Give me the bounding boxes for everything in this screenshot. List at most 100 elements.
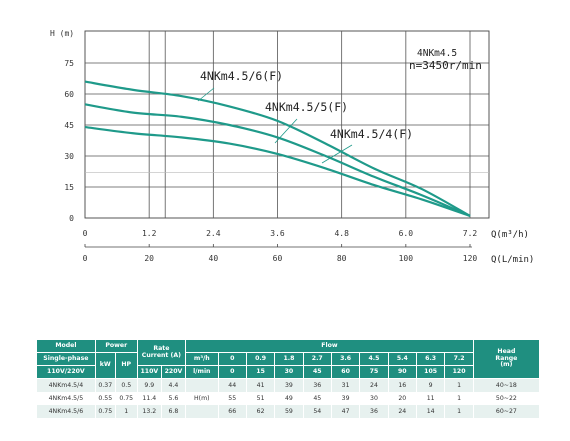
labels: 4NKm4.5/6(F) 4NKm4.5/5(F) 4NKm4.5/4(F) — [197, 69, 413, 164]
series-line — [84, 125, 471, 217]
flow-m3h-cell: 0.9 — [245, 352, 276, 366]
flow-m3h-cell: 3.6 — [330, 352, 361, 366]
series-line — [84, 80, 471, 217]
flow-lmin-cell: 60 — [330, 365, 361, 379]
head-cell: 59 — [274, 405, 304, 418]
hp-cell: 0.5 — [114, 378, 138, 392]
series-leader-line — [274, 118, 298, 144]
head-cell: 14 — [415, 405, 446, 418]
y-tick-label: 75 — [64, 59, 74, 68]
flow-m3h-cell: 2.7 — [302, 352, 332, 366]
hm-cell — [185, 405, 219, 418]
x-tick-label: 6.0 — [399, 229, 414, 238]
head-cell: 16 — [387, 378, 417, 392]
y-tick-label: 45 — [64, 121, 74, 130]
x2-axis-label: Q(L/min) — [491, 255, 534, 265]
flow-m3h-cell: 4.5 — [359, 352, 389, 366]
header-m3h: m³/h — [185, 352, 219, 366]
series — [84, 80, 471, 217]
header-110v: 110V — [136, 365, 162, 379]
hp-cell: 0.75 — [114, 392, 138, 405]
series-leader-line — [321, 144, 353, 164]
header-power: Power — [94, 339, 138, 353]
pump-performance-chart: 0 15 30 45 60 75 0 1.2 2.4 3.6 4.8 6.0 7.2 0 20 40 60 80 1… — [50, 29, 534, 265]
axes: 0 15 30 45 60 75 0 1.2 2.4 3.6 4.8 6.0 7.2 0 20 40 60 80 1… — [64, 59, 477, 263]
spec-table-container: Model Power Rate Current (A) Flow Head R… — [36, 339, 541, 418]
flow-lmin-cell: 0 — [217, 365, 247, 379]
x2-tick-label: 60 — [273, 254, 283, 263]
x2-tick-label: 40 — [209, 254, 219, 263]
flow-m3h-cell: 5.4 — [387, 352, 417, 366]
head-cell: 47 — [330, 405, 361, 418]
series-label: 4NKm4.5/4(F) — [330, 127, 413, 141]
header-head-range: Head Range (m) — [472, 339, 541, 379]
x-tick-label: 0 — [83, 229, 88, 238]
y-tick-label: 60 — [64, 90, 74, 99]
head-cell: 1 — [444, 392, 474, 405]
x2-tick-label: 120 — [463, 254, 478, 263]
x2-tick-label: 80 — [337, 254, 347, 263]
head-cell: 30 — [359, 392, 389, 405]
current-110v-cell: 11.4 — [136, 392, 162, 405]
series-label: 4NKm4.5/6(F) — [200, 69, 283, 83]
header-hp: HP — [114, 352, 138, 379]
y-tick-label: 15 — [64, 183, 74, 192]
annotation-speed: n=3450r/min — [409, 59, 482, 72]
header-flow: Flow — [185, 339, 474, 353]
flow-lmin-cell: 90 — [387, 365, 417, 379]
hm-cell — [185, 378, 219, 392]
flow-m3h-cell: 0 — [217, 352, 247, 366]
model-cell: 4NKm4.5/4 — [36, 378, 96, 392]
hp-cell: 1 — [114, 405, 138, 418]
flow-m3h-cell: 1.8 — [274, 352, 304, 366]
x-tick-label: 7.2 — [463, 229, 478, 238]
head-range-cell: 60~27 — [472, 405, 541, 418]
head-range-cell: 50~22 — [472, 392, 541, 405]
head-cell: 55 — [217, 392, 247, 405]
header-model: Model — [36, 339, 96, 353]
x-tick-label: 4.8 — [334, 229, 349, 238]
head-cell: 45 — [302, 392, 332, 405]
table-header-row-2: Single-phase kW HP m³/h 0 0.9 1.8 2.7 3.… — [36, 352, 540, 379]
table-row: 4NKm4.5/4 0.37 0.5 9.9 4.4 44 41 39 36 3… — [36, 378, 541, 392]
head-cell: 41 — [245, 378, 276, 392]
table-header-row-3: 110V/220V 110V 220V l/min 0 15 30 45 60 … — [36, 365, 540, 379]
header-single-phase: Single-phase — [36, 352, 96, 366]
head-cell: 9 — [415, 378, 446, 392]
x2-tick-label: 20 — [144, 254, 154, 263]
head-cell: 24 — [387, 405, 417, 418]
current-110v-cell: 13.2 — [136, 405, 162, 418]
head-cell: 36 — [359, 405, 389, 418]
flow-lmin-cell: 120 — [444, 365, 474, 379]
x-tick-label: 3.6 — [270, 229, 285, 238]
kw-cell: 0.55 — [94, 392, 116, 405]
head-cell: 24 — [359, 378, 389, 392]
current-220v-cell: 6.8 — [160, 405, 187, 418]
series-line — [84, 103, 471, 217]
header-kw: kW — [94, 352, 116, 379]
flow-m3h-cell: 7.2 — [444, 352, 474, 366]
head-cell: 49 — [274, 392, 304, 405]
y-axis-label: H (m) — [50, 29, 74, 38]
head-cell: 11 — [415, 392, 446, 405]
flow-m3h-cell: 6.3 — [415, 352, 446, 366]
head-cell: 39 — [330, 392, 361, 405]
header-voltage: 110V/220V — [36, 365, 96, 379]
x2-tick-label: 100 — [399, 254, 414, 263]
head-cell: 1 — [444, 378, 474, 392]
plot-frame — [84, 30, 490, 219]
header-lmin: l/min — [185, 365, 219, 379]
flow-lmin-cell: 45 — [302, 365, 332, 379]
table-row: 4NKm4.5/6 0.75 1 13.2 6.8 66 62 59 54 47… — [36, 405, 541, 418]
x-tick-label: 2.4 — [206, 229, 221, 238]
current-220v-cell: 5.6 — [160, 392, 187, 405]
annotation-model: 4NKm4.5 — [417, 48, 457, 59]
x-tick-label: 1.2 — [142, 229, 157, 238]
flow-lmin-cell: 105 — [415, 365, 446, 379]
flow-lmin-cell: 75 — [359, 365, 389, 379]
head-cell: 1 — [444, 405, 474, 418]
head-range-cell: 40~18 — [472, 378, 541, 392]
head-cell: 66 — [217, 405, 247, 418]
flow-lmin-cell: 30 — [274, 365, 304, 379]
header-220v: 220V — [160, 365, 187, 379]
